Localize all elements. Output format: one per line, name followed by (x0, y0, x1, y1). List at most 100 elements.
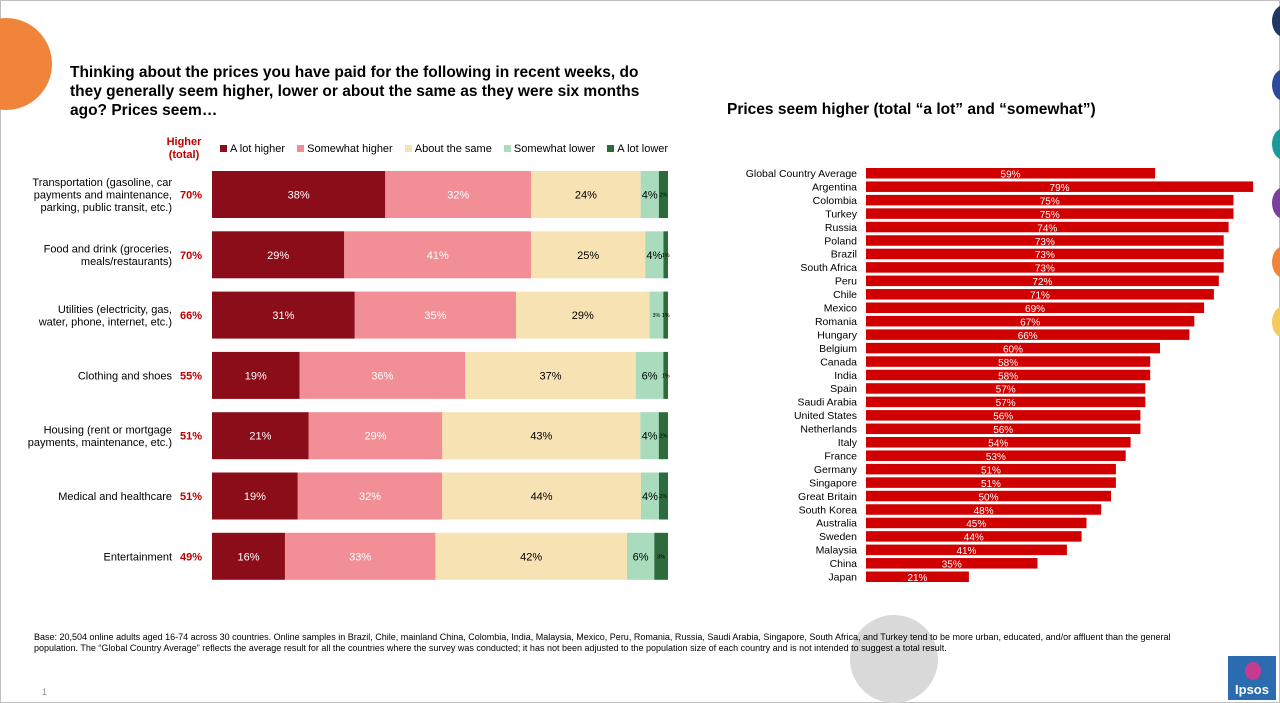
bar-segment (658, 412, 668, 460)
country-label: Peru (835, 276, 857, 288)
country-label: Argentina (812, 181, 857, 193)
country-bar (866, 517, 1087, 529)
country-label: Australia (816, 518, 857, 530)
ipsos-logo: Ipsos (1228, 656, 1276, 700)
bar-segment (663, 291, 668, 339)
country-label: Turkey (825, 208, 857, 220)
higher-total-value: 55% (180, 370, 202, 382)
country-label: Russia (825, 222, 857, 234)
bar-segment (658, 472, 668, 520)
segment-label: 4% (642, 491, 658, 503)
legend-label: Somewhat lower (513, 143, 596, 155)
higher-total-value: 51% (180, 431, 202, 443)
logo-text: Ipsos (1235, 682, 1269, 697)
yellow-dot-decoration (1272, 306, 1280, 338)
country-value-label: 60% (1003, 344, 1023, 355)
country-value-label: 72% (1032, 277, 1052, 288)
country-label: United States (794, 410, 857, 422)
legend-item-about-same: About the same (404, 143, 492, 155)
country-label: Poland (824, 235, 857, 247)
country-value-label: 41% (956, 546, 976, 557)
country-bar (866, 329, 1190, 340)
country-bar (866, 504, 1102, 515)
country-bar (866, 423, 1141, 435)
bar-segment (645, 231, 664, 279)
country-bar (866, 410, 1141, 421)
segment-label: 4% (642, 190, 658, 202)
legend-swatch (297, 145, 305, 152)
bar-segment (663, 351, 668, 399)
country-bar (866, 437, 1131, 448)
bar-segment (649, 291, 664, 339)
legend-item-a-lot-lower: A lot lower (607, 143, 668, 155)
country-bar (866, 315, 1195, 327)
bar-segment (654, 532, 668, 580)
segment-label: 32% (447, 190, 469, 202)
segment-label: 29% (364, 431, 386, 443)
bar-segment (640, 412, 659, 460)
country-label: Mexico (824, 303, 857, 315)
country-bar (866, 235, 1224, 246)
country-value-label: 73% (1035, 250, 1055, 261)
country-value-label: 75% (1040, 210, 1060, 221)
segment-label: 29% (267, 250, 289, 262)
country-label: Chile (833, 289, 857, 301)
bar-segment (308, 412, 443, 460)
country-value-label: 51% (981, 479, 1001, 490)
country-label: Great Britain (798, 491, 857, 503)
bar-segment (531, 231, 646, 279)
segment-label: 2% (659, 434, 667, 440)
segment-label: 1% (662, 313, 670, 319)
country-bar (866, 396, 1146, 408)
segment-label: 21% (249, 431, 271, 443)
country-bar (866, 208, 1234, 219)
bar-segment (212, 412, 309, 460)
country-bar (866, 194, 1234, 206)
bar-segment (516, 291, 650, 339)
country-value-label: 74% (1037, 223, 1057, 234)
country-bar (866, 302, 1205, 313)
country-value-label: 35% (942, 560, 962, 571)
country-value-label: 45% (966, 519, 986, 530)
bar-segment (640, 472, 659, 520)
teal-dot-decoration (1272, 128, 1280, 160)
country-label: Singapore (809, 477, 857, 489)
page-number: 1 (42, 687, 48, 697)
orange-dot-decoration (1272, 246, 1280, 278)
country-value-label: 71% (1030, 291, 1050, 302)
country-label: Canada (820, 356, 857, 368)
category-label: Housing (rent or mortgage payments, maint… (28, 424, 172, 449)
bar-segment (344, 231, 532, 279)
higher-total-value: 66% (180, 310, 202, 322)
country-value-label: 56% (993, 412, 1013, 423)
country-value-label: 75% (1040, 196, 1060, 207)
segment-label: 2% (659, 193, 667, 199)
segment-label: 32% (359, 491, 381, 503)
country-value-label: 50% (978, 492, 998, 503)
bar-segment (465, 351, 636, 399)
country-label: Italy (838, 437, 858, 449)
country-bar (866, 531, 1082, 542)
country-bar (866, 342, 1160, 354)
country-value-label: 44% (964, 533, 984, 544)
segment-label: 43% (530, 431, 552, 443)
footnote: Base: 20,504 online adults aged 16-74 ac… (34, 632, 1171, 653)
higher-total-value: 70% (180, 250, 202, 262)
country-label: China (830, 558, 858, 570)
legend-swatch (503, 145, 511, 152)
country-label: Hungary (817, 329, 857, 341)
bar-segment (299, 351, 466, 399)
legend-swatch (404, 145, 412, 152)
country-label: Malaysia (816, 545, 858, 557)
segment-label: 41% (427, 250, 449, 262)
legend-item-a-lot-higher: A lot higher (220, 143, 285, 155)
country-value-label: 67% (1020, 317, 1040, 328)
segment-label: 24% (575, 190, 597, 202)
segment-label: 1% (662, 253, 670, 259)
country-bar (866, 571, 969, 582)
country-label: Brazil (831, 249, 857, 261)
country-label: South Korea (799, 504, 858, 516)
segment-label: 2% (660, 494, 668, 500)
purple-dot-decoration (1272, 187, 1280, 219)
